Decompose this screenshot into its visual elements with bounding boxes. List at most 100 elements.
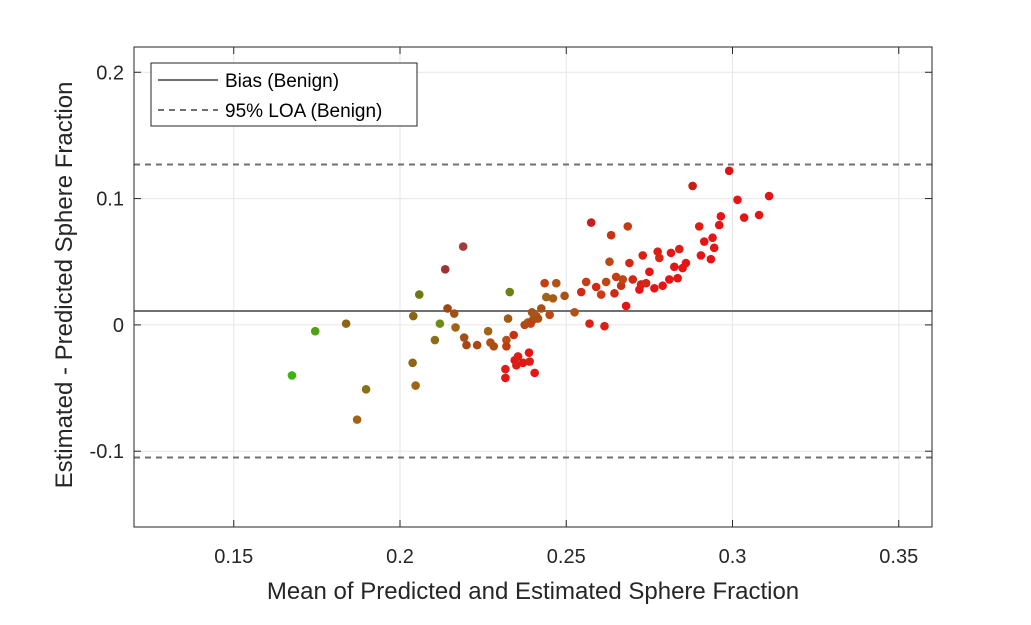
data-point — [513, 352, 523, 361]
data-point — [596, 290, 606, 299]
legend-loa-label: 95% LOA (Benign) — [225, 101, 382, 122]
data-point — [694, 222, 704, 231]
data-point — [606, 230, 616, 240]
legend-box — [150, 62, 418, 127]
data-point — [733, 195, 742, 205]
data-point — [310, 326, 320, 336]
data-point — [361, 385, 371, 394]
data-point — [411, 381, 420, 390]
data-point — [430, 335, 440, 345]
data-point — [462, 340, 471, 350]
data-point — [503, 314, 513, 323]
data-point — [502, 335, 511, 345]
data-point — [618, 275, 628, 284]
data-point — [542, 292, 551, 302]
y-tick-label: -0.1 — [90, 441, 124, 463]
data-point — [483, 326, 493, 336]
data-point — [540, 278, 549, 288]
y-axis-label: Estimated - Predicted Sphere Fraction — [51, 82, 78, 489]
data-point — [518, 358, 528, 368]
data-point — [724, 166, 734, 176]
data-point — [600, 321, 609, 331]
data-point — [754, 210, 764, 220]
legend: Bias (Benign) 95% LOA (Benign) — [150, 62, 418, 127]
data-point — [645, 267, 654, 277]
data-point — [459, 333, 469, 342]
data-point — [666, 248, 676, 258]
data-point — [489, 342, 499, 351]
legend-bias-label: Bias (Benign) — [225, 71, 339, 92]
data-point — [408, 358, 417, 368]
data-point — [576, 287, 586, 297]
data-point — [641, 278, 651, 288]
y-tick-label: 0.2 — [96, 62, 124, 84]
data-point — [764, 191, 774, 201]
data-points — [287, 166, 774, 424]
data-point — [533, 314, 543, 323]
data-point — [716, 211, 726, 221]
data-point — [505, 287, 515, 297]
data-point — [530, 368, 539, 378]
data-point — [560, 291, 569, 301]
data-point — [548, 294, 558, 303]
data-point — [352, 415, 362, 424]
data-point — [665, 275, 674, 284]
data-point — [699, 237, 709, 246]
data-point — [605, 257, 614, 267]
axis-ticks — [134, 47, 932, 527]
data-point — [628, 275, 638, 284]
data-point — [623, 222, 633, 231]
data-point — [739, 213, 749, 222]
data-point — [449, 309, 459, 318]
data-point — [409, 311, 418, 321]
data-point — [675, 244, 684, 254]
x-axis-label: Mean of Predicted and Estimated Sphere F… — [267, 578, 799, 605]
data-point — [341, 319, 351, 328]
data-point — [655, 253, 664, 263]
data-point — [670, 262, 679, 272]
data-point — [443, 304, 452, 313]
data-point — [673, 273, 682, 283]
x-tick-label: 0.15 — [214, 546, 253, 568]
y-tick-label: 0.1 — [96, 189, 124, 211]
data-point — [610, 289, 619, 298]
data-point — [414, 290, 424, 299]
data-point — [688, 181, 697, 191]
data-point — [601, 277, 611, 287]
data-point — [537, 304, 546, 313]
data-point — [709, 243, 719, 253]
data-point — [458, 242, 468, 251]
data-point — [625, 258, 634, 268]
data-point — [706, 254, 716, 264]
x-tick-label: 0.3 — [719, 546, 747, 568]
data-point — [525, 357, 534, 366]
data-point — [512, 361, 521, 370]
data-point — [509, 330, 519, 340]
data-point — [502, 342, 511, 351]
data-point — [451, 323, 460, 332]
data-point — [551, 278, 561, 288]
data-point — [586, 218, 596, 227]
x-tick-labels: 0.15 0.2 0.25 0.3 0.35 — [214, 546, 918, 568]
data-point — [696, 251, 706, 260]
y-tick-labels: -0.1 0 0.1 0.2 — [90, 62, 124, 463]
data-point — [714, 220, 724, 230]
x-tick-label: 0.2 — [386, 546, 414, 568]
y-tick-label: 0 — [113, 315, 124, 337]
x-tick-label: 0.35 — [879, 546, 918, 568]
data-point — [681, 258, 691, 268]
data-point — [287, 371, 297, 380]
axes-box — [133, 46, 933, 528]
data-point — [591, 282, 601, 292]
x-tick-label: 0.25 — [547, 546, 586, 568]
data-point — [581, 277, 591, 287]
data-point — [638, 251, 648, 260]
data-point — [708, 233, 717, 243]
data-point — [501, 373, 510, 383]
data-point — [472, 340, 482, 350]
data-point — [524, 348, 534, 357]
data-point — [658, 281, 667, 291]
data-point — [501, 364, 510, 374]
data-point — [611, 272, 621, 282]
